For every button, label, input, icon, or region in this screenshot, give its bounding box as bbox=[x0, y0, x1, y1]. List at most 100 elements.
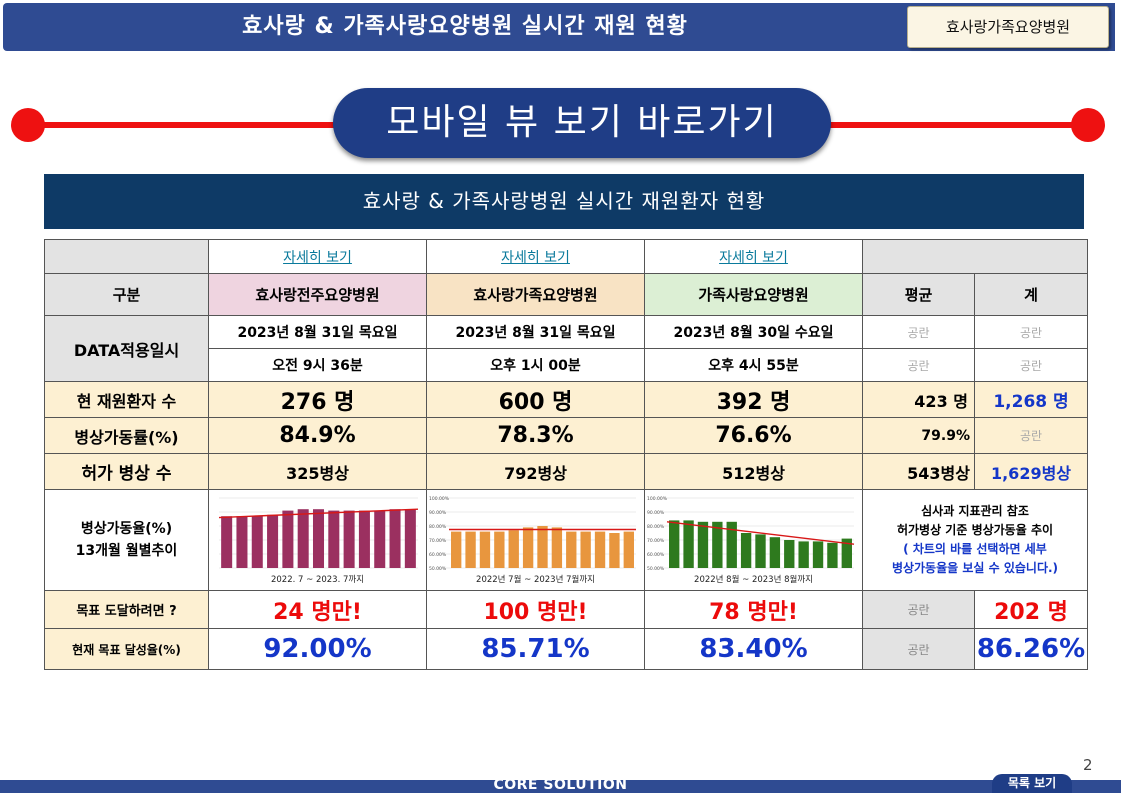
bar[interactable] bbox=[551, 527, 563, 568]
footer-brand: CORE SOLUTION bbox=[493, 777, 628, 793]
bar[interactable] bbox=[566, 531, 577, 568]
patients-value: 276 명 bbox=[208, 381, 427, 418]
achievement-label: 현재 목표 달성율(%) bbox=[44, 628, 209, 670]
bar[interactable] bbox=[669, 520, 680, 568]
total-to-target: 202 명 bbox=[974, 590, 1088, 629]
census-table: 자세히 보기 자세히 보기 자세히 보기 구분 효사랑전주요양병원 효사랑가족요… bbox=[44, 239, 1088, 670]
to-target-label: 목표 도달하려면 ? bbox=[44, 590, 209, 629]
time-cell: 오후 1시 00분 bbox=[426, 348, 645, 382]
detail-link-gajok[interactable]: 자세히 보기 bbox=[501, 249, 570, 266]
detail-cell: 자세히 보기 bbox=[208, 239, 427, 274]
bar[interactable] bbox=[580, 531, 591, 568]
detail-cell: 자세히 보기 bbox=[644, 239, 863, 274]
bar[interactable] bbox=[697, 521, 709, 568]
bar[interactable] bbox=[594, 531, 606, 568]
bar[interactable] bbox=[798, 541, 809, 568]
patients-value: 600 명 bbox=[426, 381, 645, 418]
footer-bar bbox=[0, 780, 1121, 793]
bar[interactable] bbox=[827, 542, 838, 568]
to-target-value: 24 명만! bbox=[208, 590, 427, 629]
bar[interactable] bbox=[726, 521, 737, 568]
bar[interactable] bbox=[389, 509, 401, 568]
date-cell: 2023년 8월 30일 수요일 bbox=[644, 315, 863, 349]
y-tick-label: 70.00% bbox=[429, 538, 447, 544]
trend-chart-cell[interactable]: 100.00% 90.00% 80.00% 70.00% 60.00% 50.00% 202… bbox=[426, 489, 645, 591]
bar[interactable] bbox=[465, 531, 476, 568]
bar[interactable] bbox=[623, 531, 634, 568]
bar[interactable] bbox=[522, 527, 534, 568]
bar[interactable] bbox=[479, 531, 491, 568]
detail-cell: 자세히 보기 bbox=[426, 239, 645, 274]
avg-header: 평균 bbox=[862, 273, 975, 316]
time-cell: 오후 4시 55분 bbox=[644, 348, 863, 382]
detail-link-gajoksarang[interactable]: 자세히 보기 bbox=[719, 249, 788, 266]
bar[interactable] bbox=[221, 516, 233, 568]
trend-note-line3: ( 차트의 바를 선택하면 세부 bbox=[903, 542, 1047, 556]
achievement-value: 83.40% bbox=[644, 628, 863, 670]
to-target-value: 78 명만! bbox=[644, 590, 863, 629]
total-beds: 1,629병상 bbox=[974, 453, 1088, 490]
y-tick-label: 90.00% bbox=[429, 510, 447, 516]
bar[interactable] bbox=[358, 510, 370, 568]
y-tick-label: 50.00% bbox=[647, 566, 665, 572]
y-tick-label: 80.00% bbox=[429, 524, 447, 530]
date-cell: 2023년 8월 31일 목요일 bbox=[208, 315, 427, 349]
time-cell: 오전 9시 36분 bbox=[208, 348, 427, 382]
occupancy-value: 76.6% bbox=[644, 417, 863, 454]
bar[interactable] bbox=[784, 540, 795, 568]
hospital-header-gajok: 효사랑가족요양병원 bbox=[426, 273, 645, 316]
blank-cell: 공란 bbox=[974, 348, 1088, 382]
blank-cell: 공란 bbox=[974, 315, 1088, 349]
detail-link-jeonju[interactable]: 자세히 보기 bbox=[283, 249, 352, 266]
bar[interactable] bbox=[282, 510, 294, 568]
blank-cell: 공란 bbox=[862, 628, 975, 670]
avg-beds: 543병상 bbox=[862, 453, 975, 490]
bar[interactable] bbox=[404, 509, 416, 568]
bar[interactable] bbox=[769, 537, 781, 568]
to-target-value: 100 명만! bbox=[426, 590, 645, 629]
chart-period-label: 2022년 7월 ~ 2023년 7월까지 bbox=[476, 574, 595, 585]
bar[interactable] bbox=[267, 514, 279, 568]
bar[interactable] bbox=[297, 509, 309, 568]
trend-chart-jeonju[interactable]: 2022. 7 ~ 2023. 7까지 bbox=[209, 490, 426, 590]
bar[interactable] bbox=[343, 510, 355, 568]
data-date-label: DATA적용일시 bbox=[44, 315, 209, 382]
bar[interactable] bbox=[841, 538, 852, 568]
trend-line bbox=[666, 521, 855, 545]
mobile-view-button[interactable]: 모바일 뷰 보기 바로가기 bbox=[333, 88, 831, 158]
avg-occupancy: 79.9% bbox=[862, 417, 975, 454]
corner-cell bbox=[44, 239, 209, 274]
y-tick-label: 60.00% bbox=[647, 552, 665, 558]
bar[interactable] bbox=[609, 533, 620, 568]
beds-value: 792병상 bbox=[426, 453, 645, 490]
toc-button[interactable]: 목록 보기 bbox=[992, 774, 1072, 793]
bar[interactable] bbox=[508, 530, 519, 568]
bar[interactable] bbox=[312, 509, 325, 568]
trend-note-line4: 병상가동율을 보실 수 있습니다.) bbox=[891, 561, 1059, 575]
bar[interactable] bbox=[740, 533, 752, 568]
blank-cell: 공란 bbox=[974, 417, 1088, 454]
trend-chart-gajoksarang[interactable]: 100.00% 90.00% 80.00% 70.00% 60.00% 50.00% 202… bbox=[645, 490, 862, 590]
banner-line-left bbox=[28, 122, 338, 128]
bar[interactable] bbox=[537, 526, 548, 568]
trend-label-line1: 병상가동율(%) bbox=[80, 521, 173, 537]
bar[interactable] bbox=[494, 531, 505, 568]
total-achievement: 86.26% bbox=[974, 628, 1088, 670]
bar[interactable] bbox=[812, 541, 824, 568]
chart-period-label: 2022년 8월 ~ 2023년 8월까지 bbox=[694, 574, 813, 585]
trend-chart-gajok[interactable]: 100.00% 90.00% 80.00% 70.00% 60.00% 50.00% 202… bbox=[427, 490, 644, 590]
trend-chart-cell[interactable]: 100.00% 90.00% 80.00% 70.00% 60.00% 50.00% 202… bbox=[644, 489, 863, 591]
bar[interactable] bbox=[755, 534, 766, 568]
bar[interactable] bbox=[236, 516, 248, 568]
achievement-value: 85.71% bbox=[426, 628, 645, 670]
bar[interactable] bbox=[328, 510, 340, 568]
beds-value: 325병상 bbox=[208, 453, 427, 490]
bar[interactable] bbox=[251, 516, 263, 568]
y-tick-label: 60.00% bbox=[429, 552, 447, 558]
bar[interactable] bbox=[683, 520, 694, 568]
trend-chart-cell[interactable]: 2022. 7 ~ 2023. 7까지 bbox=[208, 489, 427, 591]
bar[interactable] bbox=[374, 510, 386, 568]
page-number: 2 bbox=[1083, 756, 1093, 774]
bar[interactable] bbox=[451, 531, 462, 568]
bar[interactable] bbox=[712, 521, 723, 568]
